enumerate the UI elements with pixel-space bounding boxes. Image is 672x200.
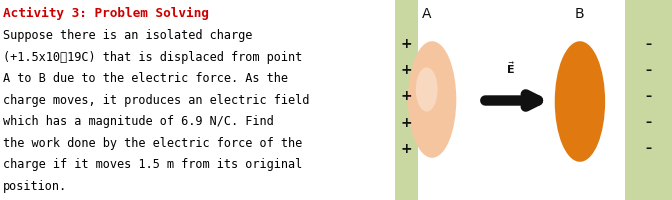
Text: –: –: [645, 142, 652, 154]
Text: –: –: [645, 90, 652, 102]
Text: A to B due to the electric force. As the: A to B due to the electric force. As the: [3, 72, 288, 85]
Text: –: –: [645, 38, 652, 50]
FancyBboxPatch shape: [418, 0, 625, 200]
FancyBboxPatch shape: [625, 0, 672, 200]
Text: +: +: [401, 141, 413, 155]
Text: –: –: [645, 64, 652, 76]
Text: the work done by the electric force of the: the work done by the electric force of t…: [3, 136, 302, 149]
Text: +: +: [401, 115, 413, 129]
Ellipse shape: [554, 42, 605, 162]
Text: $\mathbf{\vec{E}}$: $\mathbf{\vec{E}}$: [506, 60, 515, 76]
Text: charge if it moves 1.5 m from its original: charge if it moves 1.5 m from its origin…: [3, 157, 302, 170]
Text: A: A: [422, 7, 431, 21]
Text: B: B: [575, 7, 584, 21]
Text: position.: position.: [3, 179, 67, 192]
Text: –: –: [645, 116, 652, 128]
Text: +: +: [401, 63, 413, 77]
Text: (+1.5x10⁳19C) that is displaced from point: (+1.5x10⁳19C) that is displaced from poi…: [3, 50, 302, 63]
Text: which has a magnitude of 6.9 N/C. Find: which has a magnitude of 6.9 N/C. Find: [3, 115, 274, 128]
Text: +: +: [401, 89, 413, 103]
Text: Suppose there is an isolated charge: Suppose there is an isolated charge: [3, 29, 253, 42]
FancyBboxPatch shape: [395, 0, 418, 200]
Text: Activity 3: Problem Solving: Activity 3: Problem Solving: [3, 7, 209, 20]
Text: +: +: [401, 37, 413, 51]
Text: charge moves, it produces an electric field: charge moves, it produces an electric fi…: [3, 93, 310, 106]
Ellipse shape: [408, 42, 456, 158]
Ellipse shape: [416, 68, 437, 112]
